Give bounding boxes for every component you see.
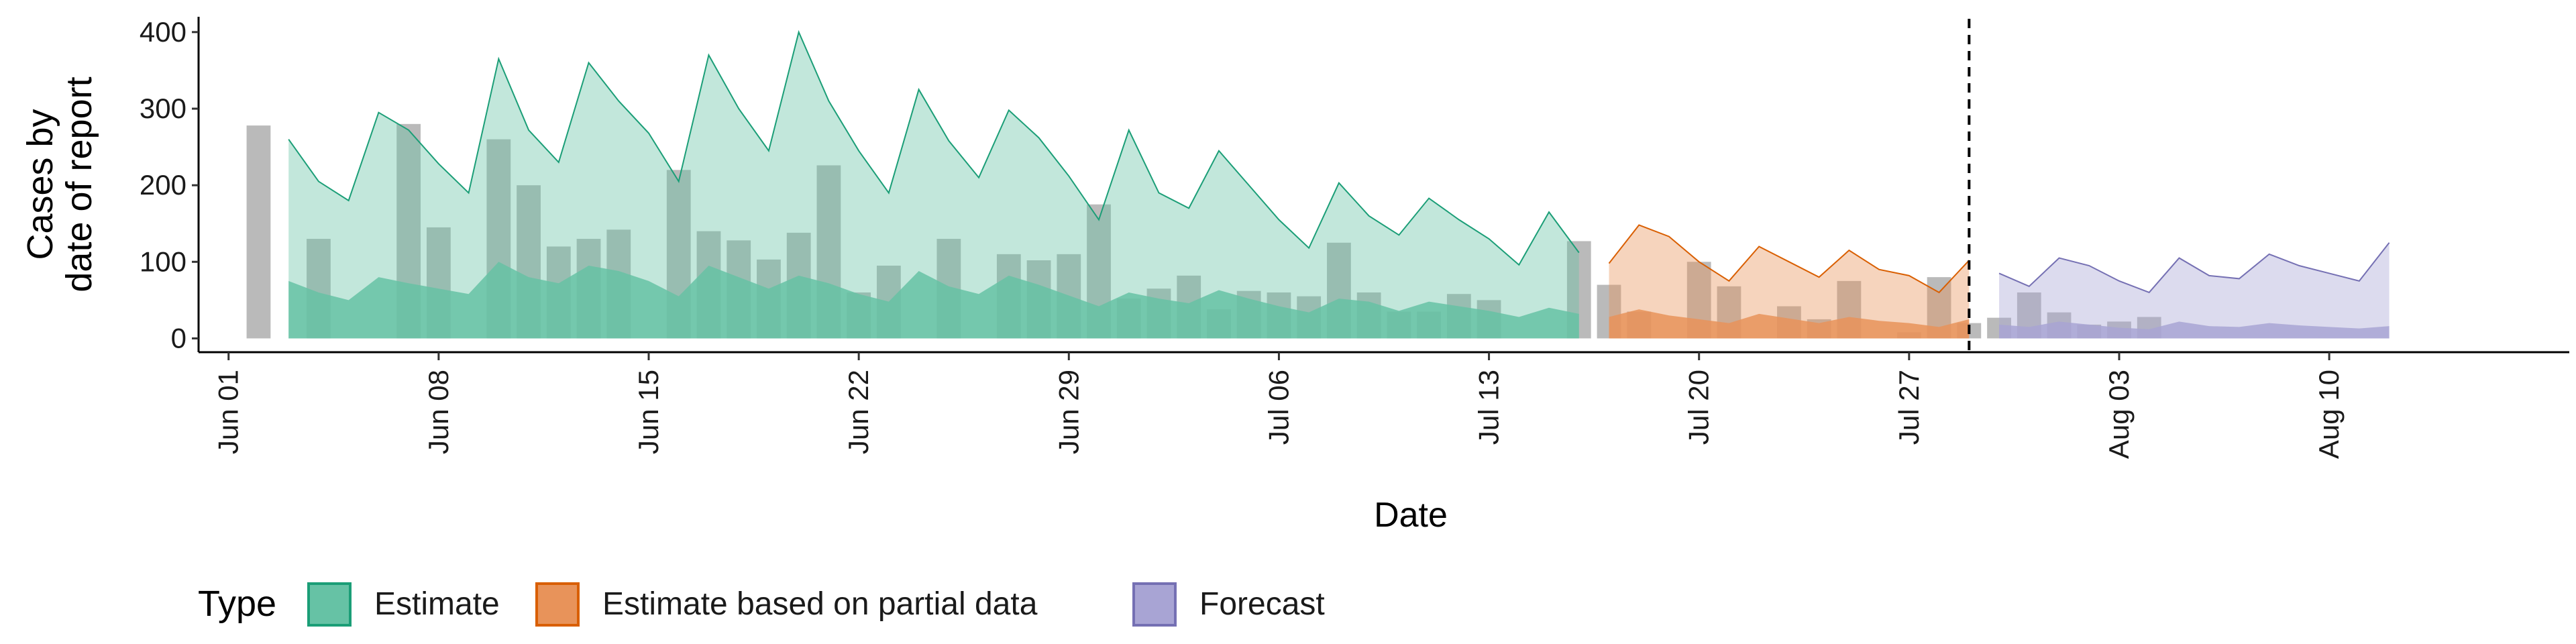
estimate-upper-line — [288, 30, 1580, 266]
y-tick-label: 200 — [140, 169, 186, 201]
y-tick-label: 100 — [140, 246, 186, 277]
legend-title: Type — [198, 584, 276, 624]
x-tick-label: Jun 15 — [633, 370, 664, 454]
estimate-inner-ribbon — [288, 262, 1579, 339]
y-tick-label: 400 — [140, 16, 186, 48]
x-tick-label: Jun 08 — [423, 370, 454, 454]
forecast-outer-ribbon — [1999, 242, 2390, 339]
reported-case-bar — [246, 125, 271, 339]
x-tick-label: Jun 01 — [213, 370, 244, 454]
y-axis-title-line: date of report — [59, 76, 99, 292]
x-tick-label: Jun 29 — [1053, 370, 1084, 454]
axes: 0 100 200 300 400 Jun 01 Jun 08 Jun 15 Jun 22 Jun… — [20, 16, 2569, 535]
legend: Type Estimate Estimate based on partial da… — [198, 582, 1325, 627]
legend-label-forecast: Forecast — [1199, 586, 1325, 622]
x-tick-label: Aug 10 — [2313, 370, 2345, 459]
x-tick-label: Jun 22 — [843, 370, 874, 454]
x-tick-label: Jul 27 — [1893, 370, 1925, 445]
y-tick-label: 300 — [140, 93, 186, 124]
forecast-upper-line — [1998, 242, 2390, 294]
x-tick-label: Jul 06 — [1263, 370, 1294, 445]
y-axis-title: Cases bydate of report — [20, 76, 99, 292]
y-tick-label: 0 — [171, 322, 186, 354]
legend-label-estimate-based-on-partial-data: Estimate based on partial data — [602, 586, 1038, 622]
estimate-outer-ribbon — [288, 32, 1579, 339]
x-axis-title: Date — [1374, 496, 1448, 535]
x-tick-label: Jul 13 — [1473, 370, 1505, 445]
x-tick-label: Jul 20 — [1683, 370, 1715, 445]
estimate-based-on-partial-data-upper-line — [1608, 224, 1970, 294]
legend-key-estimate — [307, 582, 352, 627]
y-axis-title-line: Cases by — [20, 109, 60, 260]
estimate-based-on-partial-data-inner-ribbon — [1609, 309, 1970, 339]
legend-key-forecast — [1132, 582, 1177, 627]
legend-key-estimate-based-on-partial-data — [535, 582, 580, 627]
x-tick-label: Aug 03 — [2103, 370, 2135, 459]
plot-area — [246, 30, 2390, 339]
forecast-inner-ribbon — [1999, 321, 2390, 339]
estimate-based-on-partial-data-outer-ribbon — [1609, 225, 1970, 339]
legend-label-estimate: Estimate — [374, 586, 500, 622]
